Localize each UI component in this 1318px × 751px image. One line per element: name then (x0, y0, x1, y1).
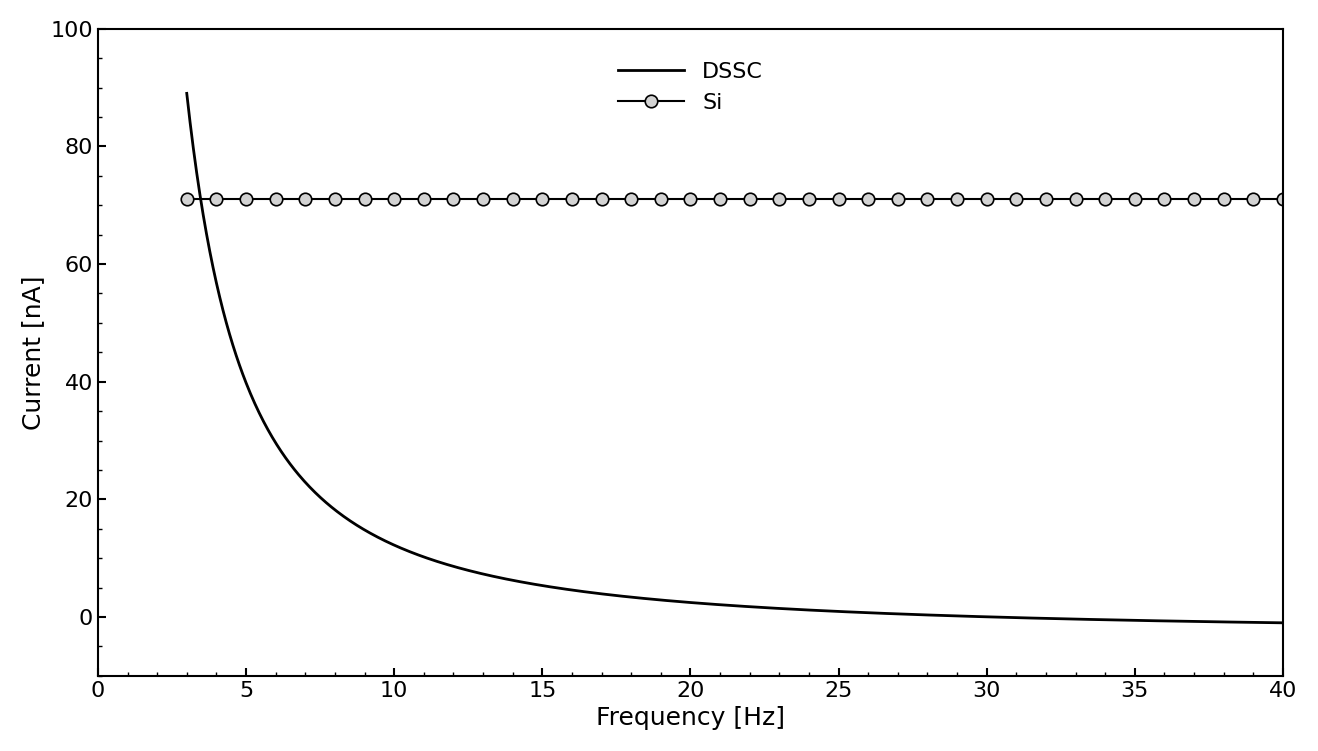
Si (445, 195, 461, 204)
X-axis label: Frequency [Hz]: Frequency [Hz] (596, 706, 786, 730)
Si (890, 195, 905, 204)
Si (416, 195, 432, 204)
Legend: DSSC, Si: DSSC, Si (609, 53, 772, 122)
Si (268, 195, 283, 204)
Y-axis label: Current [nA]: Current [nA] (21, 275, 45, 430)
DSSC (1053, 614, 1069, 623)
Si (949, 195, 965, 204)
Si (1157, 195, 1173, 204)
DSSC (1033, 614, 1049, 623)
Si (1275, 195, 1290, 204)
DSSC (932, 611, 948, 620)
Si (474, 195, 490, 204)
Si (505, 195, 521, 204)
Si (179, 195, 195, 204)
Si (208, 195, 224, 204)
Si (386, 195, 402, 204)
Si (801, 195, 817, 204)
Si (1186, 195, 1202, 204)
Si (593, 195, 609, 204)
Si (298, 195, 314, 204)
DSSC (179, 89, 195, 98)
Si (861, 195, 876, 204)
Line: Si: Si (181, 193, 1289, 206)
DSSC (1275, 618, 1290, 627)
DSSC (622, 593, 638, 602)
Si (327, 195, 343, 204)
Si (623, 195, 639, 204)
Si (239, 195, 254, 204)
Si (683, 195, 699, 204)
Si (1215, 195, 1231, 204)
Si (920, 195, 936, 204)
Si (979, 195, 995, 204)
Line: DSSC: DSSC (187, 93, 1282, 623)
Si (771, 195, 787, 204)
Si (357, 195, 373, 204)
Si (534, 195, 550, 204)
Si (830, 195, 846, 204)
Si (1246, 195, 1261, 204)
Si (1098, 195, 1114, 204)
DSSC (662, 596, 677, 605)
Si (1068, 195, 1083, 204)
Si (1039, 195, 1054, 204)
Si (742, 195, 758, 204)
Si (1127, 195, 1143, 204)
Si (564, 195, 580, 204)
Si (1008, 195, 1024, 204)
Si (652, 195, 668, 204)
DSSC (291, 470, 307, 479)
Si (712, 195, 728, 204)
